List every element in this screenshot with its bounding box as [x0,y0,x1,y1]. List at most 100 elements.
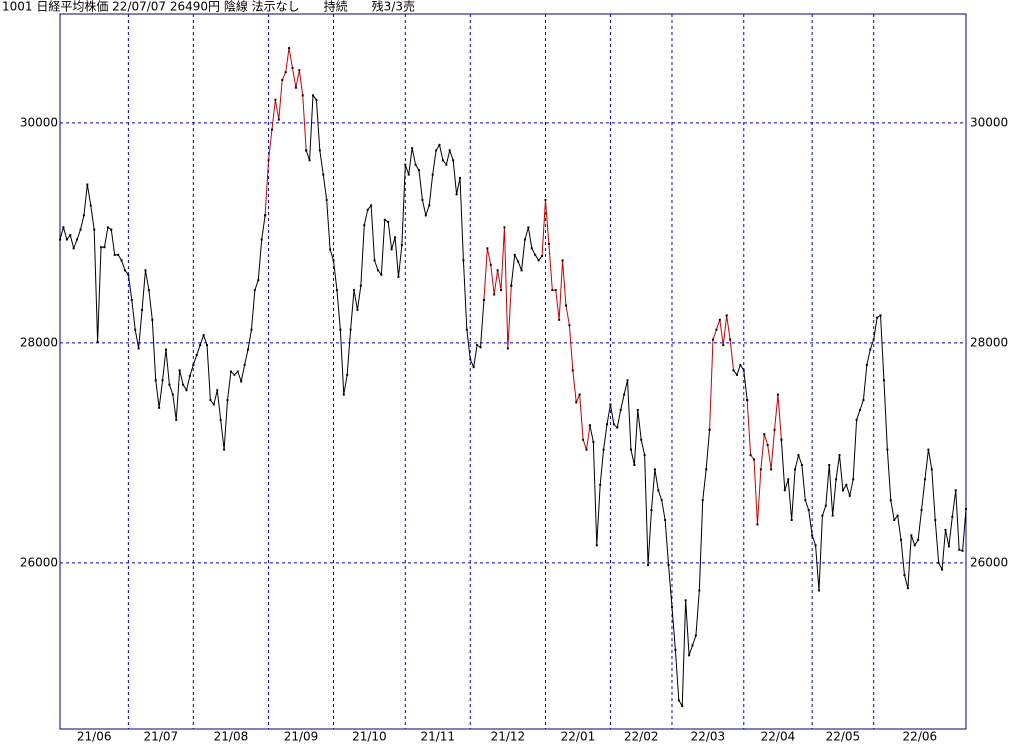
point-marker [387,220,390,223]
point-marker [103,246,106,249]
point-marker [947,545,950,548]
point-marker [445,163,448,166]
y-tick-label: 30000 [20,115,58,129]
point-marker [688,654,691,657]
point-marker [742,369,745,372]
point-marker [332,259,335,262]
point-marker [253,289,256,292]
point-marker [274,98,277,101]
point-marker [240,380,243,383]
point-marker [814,544,817,547]
point-marker [824,504,827,507]
x-tick-label: 21/11 [420,730,455,744]
point-marker [527,226,530,229]
point-marker [749,454,752,457]
point-marker [192,363,195,366]
point-marker [325,198,328,201]
point-marker [175,418,178,421]
point-marker [376,269,379,272]
point-marker [588,424,591,427]
point-marker [482,299,485,301]
point-marker [698,589,701,592]
point-marker [264,214,267,217]
point-marker [865,363,868,366]
point-marker [729,338,732,341]
point-marker [684,599,687,602]
point-marker [89,204,92,207]
point-marker [93,228,96,231]
point-marker [370,204,373,207]
point-marker [657,489,660,492]
point-marker [681,704,684,707]
point-marker [739,363,742,366]
point-marker [903,574,906,576]
point-marker [606,423,609,426]
point-marker [896,514,899,517]
point-marker [219,418,222,421]
point-marker [431,173,434,176]
point-marker [534,253,537,256]
point-marker [889,499,892,502]
y-tick-label-right: 30000 [970,115,1008,129]
point-marker [110,228,113,231]
point-marker [247,348,250,351]
point-marker [161,379,164,382]
point-marker [76,238,79,241]
point-marker [301,94,304,97]
point-marker [780,438,783,441]
point-marker [759,468,762,471]
point-marker [674,648,677,651]
point-marker [804,499,807,502]
point-marker [882,379,885,382]
x-tick-label: 21/07 [144,730,179,744]
point-marker [424,214,427,217]
point-marker [513,253,516,256]
point-marker [383,218,386,221]
point-marker [158,406,161,409]
point-marker [127,273,130,276]
point-marker [199,344,202,347]
x-tick-label: 22/06 [903,730,938,744]
point-marker [694,634,697,637]
point-marker [612,423,615,426]
point-marker [202,334,205,337]
point-marker [82,214,85,217]
point-marker [500,289,503,292]
point-marker [270,128,273,131]
x-tick-label: 21/10 [352,730,387,744]
point-marker [308,159,311,162]
point-marker [763,433,766,436]
point-marker [407,173,410,176]
point-marker [188,374,191,377]
point-marker [506,347,509,350]
point-marker [164,348,167,351]
point-marker [496,269,499,272]
point-marker [342,393,345,396]
point-marker [72,247,75,250]
point-marker [168,383,171,386]
point-marker [486,247,489,250]
point-marker [787,478,790,481]
point-marker [886,448,889,451]
point-marker [794,468,797,471]
point-marker [62,226,65,229]
point-marker [817,589,820,592]
point-marker [195,354,198,356]
point-marker [435,149,438,152]
point-marker [510,284,513,287]
point-marker [770,468,773,471]
point-marker [790,519,793,521]
point-marker [551,289,554,292]
point-marker [664,519,667,521]
point-marker [236,370,239,373]
y-tick-label-right: 26000 [970,555,1008,569]
chart-title: 1001 日経平均株価 22/07/07 26490円 陰線 法示なし 持続 残… [2,0,415,14]
point-marker [441,159,444,162]
point-marker [811,534,814,537]
point-marker [380,273,383,276]
point-marker [541,255,544,257]
x-tick-label: 21/06 [77,730,112,744]
point-marker [876,316,879,319]
point-marker [113,253,116,256]
point-marker [725,314,728,317]
